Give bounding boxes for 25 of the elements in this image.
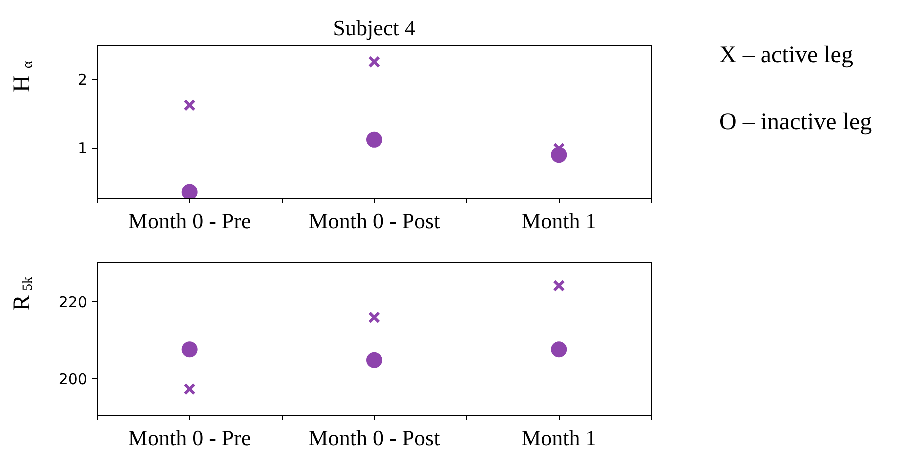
- y-tick-label: 2: [78, 70, 88, 89]
- y-tick-label: 220: [58, 293, 88, 312]
- point: [184, 99, 196, 112]
- point: [366, 132, 382, 148]
- point: [368, 56, 381, 68]
- point: [368, 312, 381, 324]
- point: [182, 184, 198, 198]
- point: [551, 342, 568, 358]
- point: [184, 383, 196, 396]
- point: [366, 352, 382, 368]
- point: [553, 280, 566, 292]
- y-axis-title: Hα: [10, 60, 36, 93]
- y-axis-title: R5k: [10, 277, 36, 312]
- x-tick-label: Month 0 - Pre: [128, 208, 252, 234]
- x-tick-label: Month 1: [522, 426, 597, 450]
- chart-title: Subject 4: [333, 16, 416, 40]
- y-tick-label: 200: [58, 370, 88, 388]
- x-tick-label: Month 0 - Post: [308, 208, 440, 234]
- x-tick-label: Month 0 - Post: [308, 426, 440, 450]
- x-tick-label: Month 1: [522, 208, 597, 234]
- y-tick-label: 1: [78, 140, 88, 158]
- text: X – active leg: [720, 42, 854, 68]
- point: [182, 342, 198, 358]
- text: O – inactive leg: [720, 110, 872, 136]
- x-tick-label: Month 0 - Pre: [128, 426, 252, 450]
